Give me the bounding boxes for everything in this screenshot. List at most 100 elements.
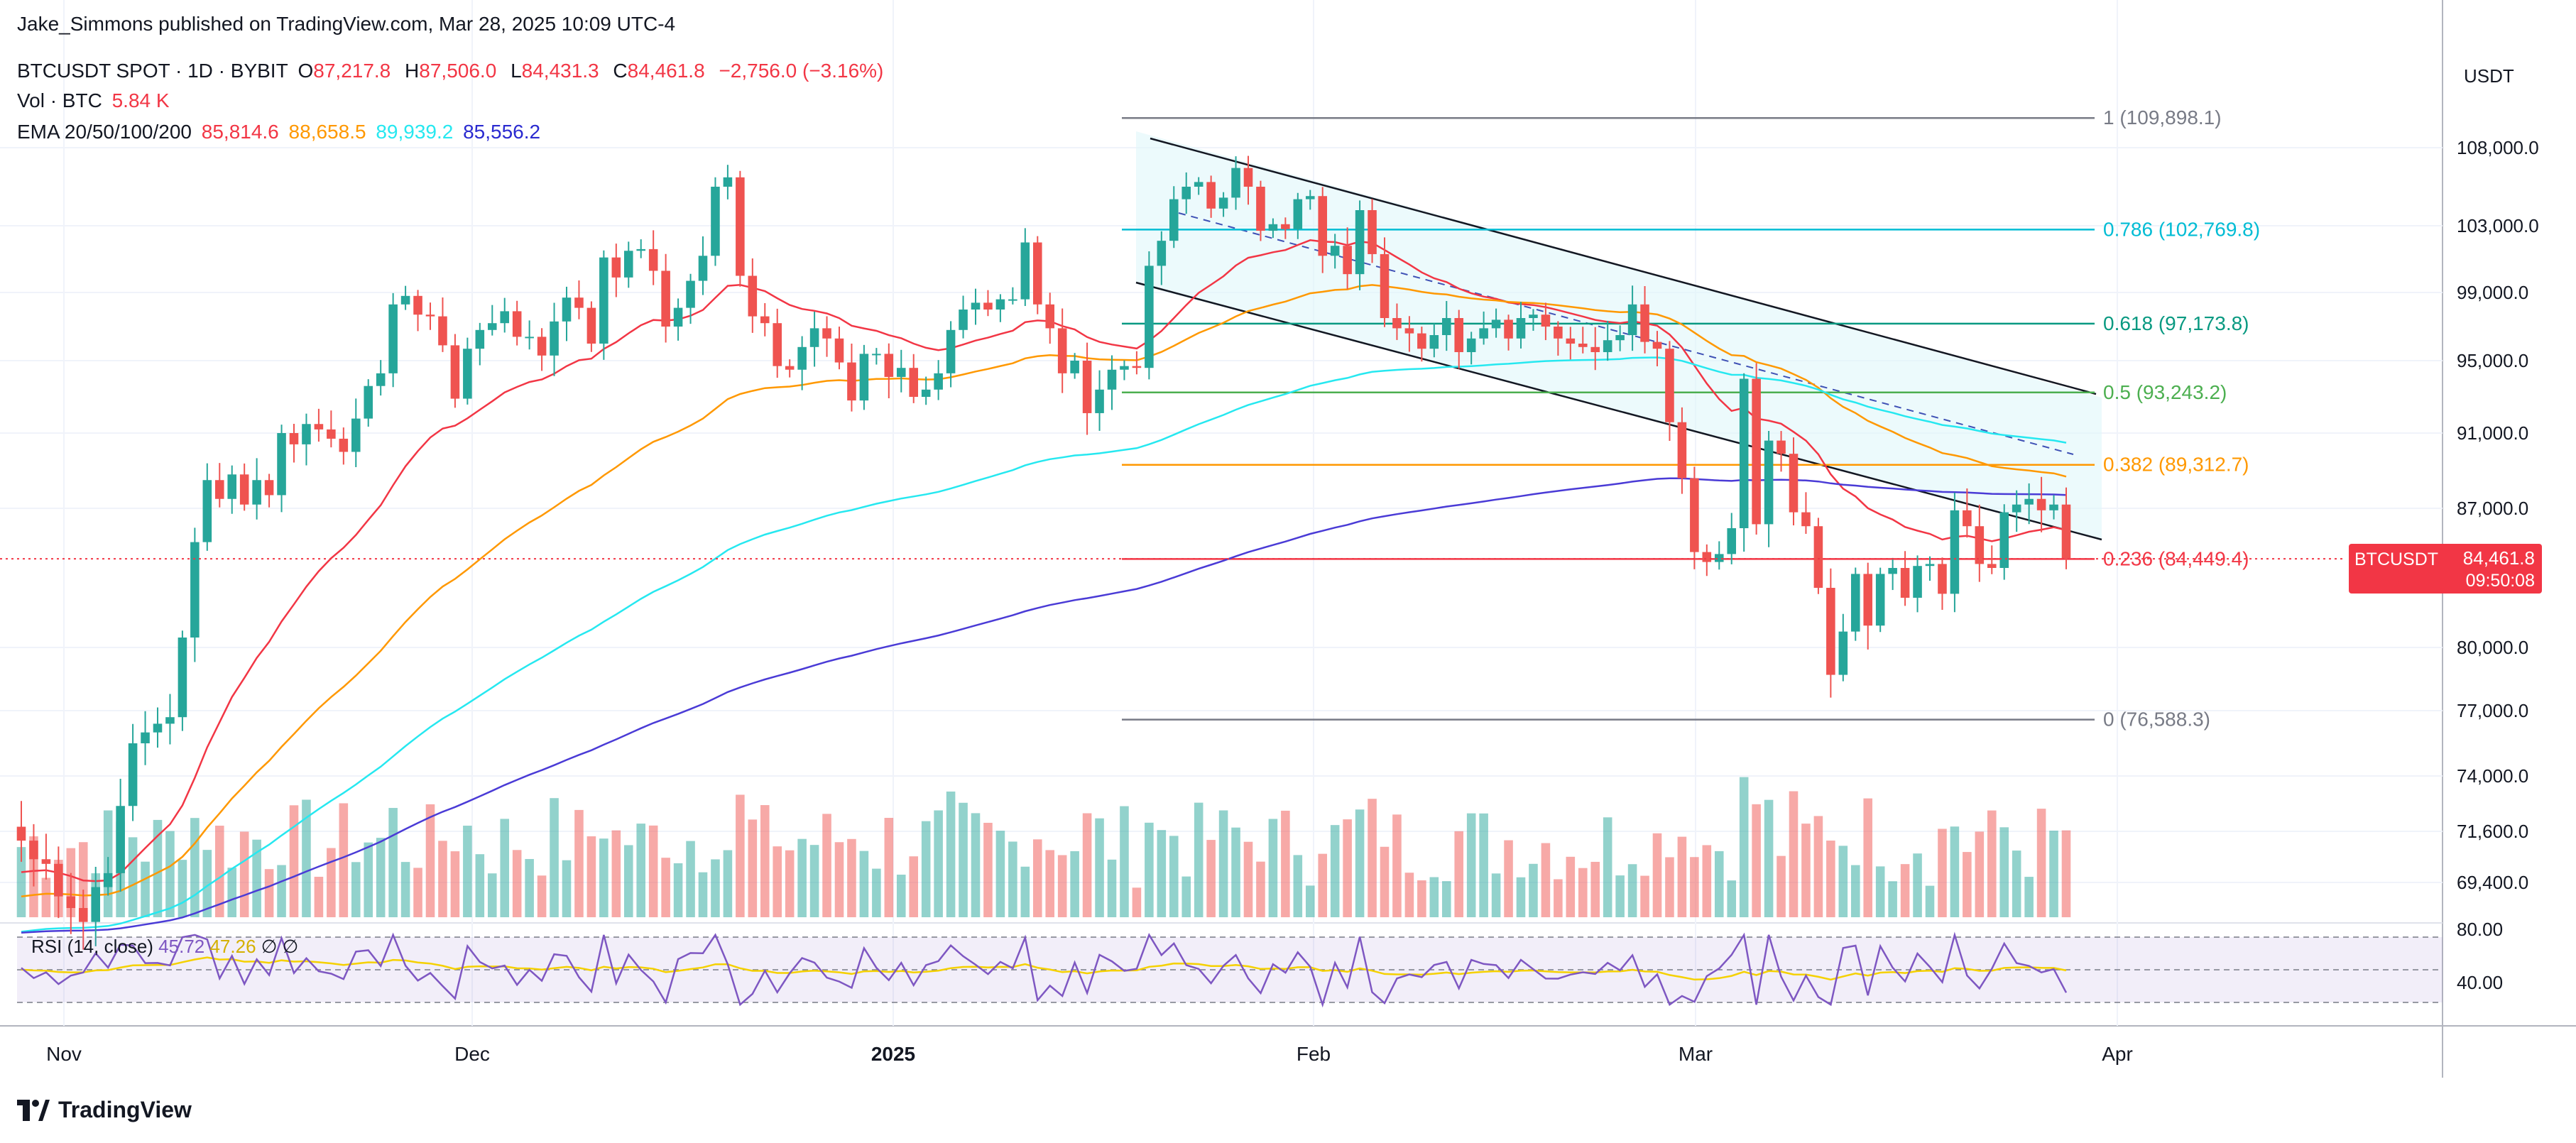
symbol-name[interactable]: BTCUSDT SPOT · 1D · BYBIT: [17, 60, 288, 82]
volume-bar: [1256, 861, 1265, 917]
rsi-tick-label: 40.00: [2457, 972, 2503, 993]
volume-bar: [1417, 880, 1426, 917]
volume-bar: [1813, 816, 1823, 917]
candle: [525, 337, 534, 339]
candle: [1578, 344, 1588, 347]
candle: [1417, 333, 1426, 349]
candle: [847, 362, 856, 401]
volume-bar: [1218, 810, 1228, 917]
price-tick-label: 71,600.0: [2457, 821, 2528, 842]
candle: [1950, 510, 1960, 594]
time-tick-label: Nov: [46, 1043, 82, 1065]
volume-bar: [1268, 819, 1278, 917]
candle: [946, 329, 956, 373]
tradingview-logo[interactable]: TradingView: [17, 1097, 192, 1123]
volume-bar: [1590, 861, 1600, 917]
volume-bar: [959, 802, 968, 917]
volume-bar: [1181, 876, 1191, 917]
price-tick-label: 87,000.0: [2457, 498, 2528, 519]
volume-bar: [289, 805, 299, 917]
volume-bar: [1677, 836, 1687, 917]
candle: [1318, 196, 1328, 256]
candle: [66, 896, 76, 908]
volume-bar: [1466, 813, 1476, 917]
candle: [16, 826, 26, 841]
candle: [1479, 328, 1488, 339]
candle: [1231, 168, 1240, 198]
candle: [1938, 564, 1947, 594]
candle: [1132, 366, 1142, 368]
candle: [909, 368, 919, 397]
volume-bar: [1330, 825, 1340, 917]
volume-line[interactable]: Vol · BTC 5.84 K: [17, 89, 174, 112]
candle: [1554, 327, 1563, 339]
price-tick-label: 74,000.0: [2457, 765, 2528, 787]
volume-bar: [1145, 822, 1154, 917]
candle: [1107, 369, 1117, 390]
volume-bar: [339, 803, 349, 917]
volume-bar: [1057, 855, 1067, 917]
time-tick-label: Dec: [454, 1043, 490, 1065]
volume-bar: [2024, 877, 2034, 917]
rsi-legend: RSI (14, close) 45.72 47.26 ∅ ∅: [31, 936, 298, 957]
volume-bar: [2061, 830, 2071, 917]
volume-bar: [661, 858, 670, 917]
price-tick-label: 99,000.0: [2457, 282, 2528, 303]
volume-bar: [1231, 827, 1240, 917]
volume-bar: [1963, 852, 1972, 917]
candle: [1305, 196, 1315, 199]
volume-bar: [376, 838, 386, 917]
volume-bar: [599, 838, 608, 917]
candle: [1813, 526, 1823, 588]
ema200-line: [21, 477, 2067, 934]
price-tick-label: 103,000.0: [2457, 215, 2539, 236]
candle: [1627, 304, 1637, 335]
candle: [302, 424, 311, 444]
volume-bar: [2012, 851, 2021, 917]
volume-bar: [512, 850, 522, 917]
fib-level-label: 0.786 (102,769.8): [2103, 218, 2260, 240]
candle: [91, 887, 101, 922]
volume-bar: [1578, 868, 1588, 917]
volume-bar: [1107, 859, 1117, 917]
volume-bar: [1950, 826, 1960, 917]
candle: [214, 480, 224, 499]
candle: [1850, 574, 1860, 632]
volume-bar: [1714, 851, 1724, 917]
volume-bar: [2049, 831, 2058, 917]
candle: [1157, 241, 1167, 266]
candle: [2024, 498, 2034, 505]
candle: [190, 542, 200, 638]
candle: [959, 310, 968, 330]
candle: [425, 315, 435, 317]
volume-label: Vol · BTC: [17, 89, 102, 111]
bar-countdown: 09:50:08: [2465, 571, 2535, 591]
candle: [971, 302, 981, 310]
candle: [1082, 361, 1092, 413]
ema-line[interactable]: EMA 20/50/100/200 85,814.6 88,658.5 89,9…: [17, 121, 545, 143]
volume-bar: [1491, 873, 1501, 917]
candle: [1529, 315, 1538, 318]
price-unit-label[interactable]: USDT: [2464, 65, 2514, 87]
candle: [1355, 210, 1365, 275]
volume-bar: [562, 860, 572, 917]
candle: [934, 373, 943, 390]
candle: [698, 256, 708, 281]
price-tick-label: 77,000.0: [2457, 700, 2528, 721]
fib-level-label: 0.5 (93,243.2): [2103, 381, 2227, 403]
candle: [1045, 304, 1055, 329]
volume-bar: [1529, 863, 1538, 917]
volume-bar: [586, 836, 596, 917]
candle: [562, 297, 572, 322]
volume-bar: [227, 868, 237, 917]
volume-bar: [1863, 798, 1873, 917]
ema200-value: 85,556.2: [463, 121, 541, 143]
volume-bar: [785, 850, 795, 917]
candle: [1702, 552, 1712, 562]
ema-label: EMA 20/50/100/200: [17, 121, 192, 143]
volume-bar: [983, 822, 993, 917]
channel-upper-line: [1150, 137, 2097, 395]
change-value: −2,756.0 (−3.16%): [719, 60, 884, 82]
